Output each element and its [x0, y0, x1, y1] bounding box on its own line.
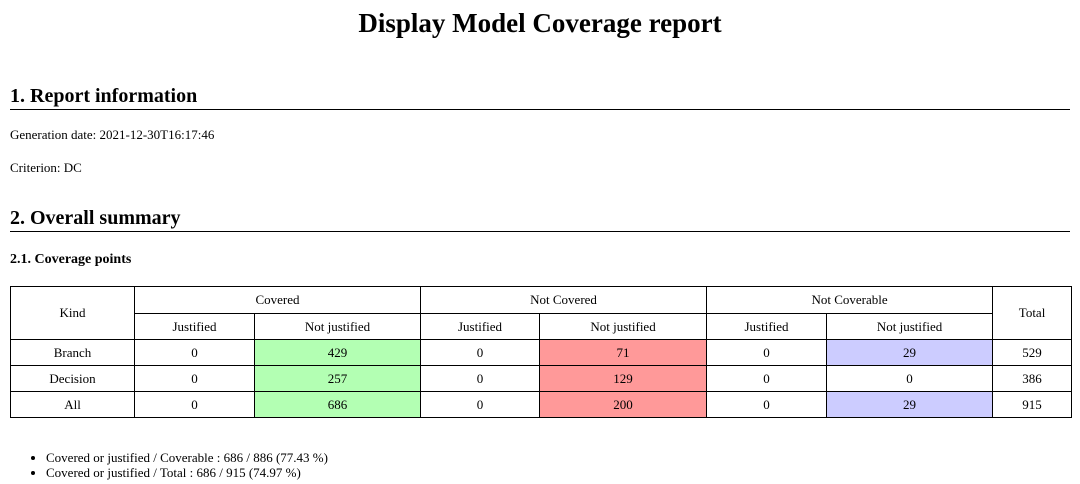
header-cell: Not justified [253, 313, 422, 340]
cell: Decision [10, 365, 135, 392]
cell: 129 [539, 365, 708, 392]
cell: 0 [706, 391, 828, 418]
header-cell: Kind [10, 286, 135, 340]
section-heading: 2. Overall summary [10, 206, 1070, 232]
summary-item: Covered or justified / Coverable : 686 /… [46, 450, 328, 465]
cell: 71 [539, 339, 708, 366]
header-cell: Total [992, 286, 1073, 340]
cell: 386 [992, 365, 1073, 392]
cell: 529 [992, 339, 1073, 366]
header-cell: Covered [133, 286, 422, 314]
coverage-table: Kind Covered Not Covered Not Coverable T… [10, 286, 1073, 418]
cell: 257 [253, 365, 422, 392]
cell: 0 [420, 365, 541, 392]
header-cell: Justified [706, 313, 828, 340]
cell: 200 [539, 391, 708, 418]
cell: 0 [134, 365, 255, 392]
section-heading: 1. Report information [10, 84, 1070, 110]
header-cell: Justified [420, 313, 541, 340]
cell: 915 [992, 391, 1073, 418]
cell: 0 [826, 365, 994, 392]
header-cell: Not Coverable [706, 286, 994, 314]
info-line: Criterion: DC [10, 160, 82, 175]
cell: All [10, 391, 135, 418]
cell: 429 [253, 339, 422, 366]
cell: 686 [253, 391, 422, 418]
cell: 29 [826, 391, 994, 418]
cell: 29 [826, 339, 994, 366]
cell: 0 [706, 365, 828, 392]
table-body: Branch 0 429 0 71 0 29 529 Decision 0 25… [10, 339, 1073, 418]
cell: 0 [420, 391, 541, 418]
cell: 0 [134, 391, 255, 418]
cell: 0 [134, 339, 255, 366]
title: Display Model Coverage report [358, 8, 722, 38]
info-line: Generation date: 2021-12-30T16:17:46 [10, 127, 215, 142]
summary-list: Covered or justified / Coverable : 686 /… [26, 450, 328, 480]
cell: 0 [706, 339, 828, 366]
subheading: 2.1. Coverage points [10, 252, 132, 267]
header-cell: Justified [134, 313, 255, 340]
cell: 0 [420, 339, 541, 366]
summary-item: Covered or justified / Total : 686 / 915… [46, 465, 328, 480]
cell: Branch [10, 339, 135, 366]
header-cell: Not Covered [420, 286, 708, 314]
header-cell: Not justified [826, 313, 994, 340]
header-cell: Not justified [539, 313, 708, 340]
